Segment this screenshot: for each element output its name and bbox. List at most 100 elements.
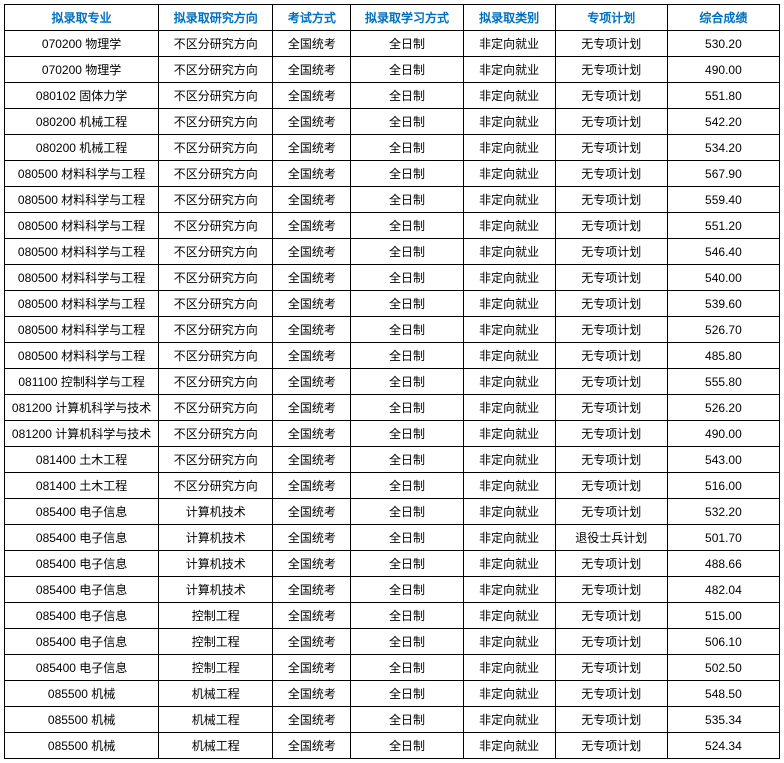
table-row: 085500 机械机械工程全国统考全日制非定向就业无专项计划535.34 [5,707,780,733]
cell-major: 080102 固体力学 [5,83,159,109]
cell-major: 080500 材料科学与工程 [5,343,159,369]
cell-major: 085400 电子信息 [5,629,159,655]
cell-plan: 无专项计划 [555,681,667,707]
cell-direction: 不区分研究方向 [159,395,273,421]
table-row: 085400 电子信息控制工程全国统考全日制非定向就业无专项计划515.00 [5,603,780,629]
cell-study: 全日制 [351,551,463,577]
cell-exam: 全国统考 [273,603,351,629]
cell-category: 非定向就业 [463,655,555,681]
cell-score: 526.70 [667,317,779,343]
cell-study: 全日制 [351,265,463,291]
cell-category: 非定向就业 [463,681,555,707]
cell-category: 非定向就业 [463,551,555,577]
cell-exam: 全国统考 [273,213,351,239]
table-row: 080500 材料科学与工程不区分研究方向全国统考全日制非定向就业无专项计划55… [5,187,780,213]
cell-exam: 全国统考 [273,655,351,681]
cell-study: 全日制 [351,317,463,343]
cell-score: 516.00 [667,473,779,499]
header-score: 综合成绩 [667,5,779,31]
cell-plan: 无专项计划 [555,447,667,473]
cell-direction: 机械工程 [159,681,273,707]
cell-category: 非定向就业 [463,265,555,291]
cell-plan: 无专项计划 [555,109,667,135]
cell-exam: 全国统考 [273,369,351,395]
cell-plan: 无专项计划 [555,31,667,57]
cell-study: 全日制 [351,343,463,369]
cell-direction: 不区分研究方向 [159,109,273,135]
cell-direction: 计算机技术 [159,577,273,603]
table-row: 080500 材料科学与工程不区分研究方向全国统考全日制非定向就业无专项计划53… [5,291,780,317]
table-row: 085400 电子信息计算机技术全国统考全日制非定向就业退役士兵计划501.70 [5,525,780,551]
table-row: 081100 控制科学与工程不区分研究方向全国统考全日制非定向就业无专项计划55… [5,369,780,395]
cell-exam: 全国统考 [273,629,351,655]
cell-plan: 退役士兵计划 [555,525,667,551]
cell-score: 502.50 [667,655,779,681]
cell-direction: 不区分研究方向 [159,421,273,447]
cell-category: 非定向就业 [463,603,555,629]
cell-exam: 全国统考 [273,291,351,317]
cell-major: 081400 土木工程 [5,447,159,473]
cell-major: 085500 机械 [5,707,159,733]
cell-score: 490.00 [667,421,779,447]
cell-study: 全日制 [351,83,463,109]
cell-category: 非定向就业 [463,161,555,187]
cell-direction: 不区分研究方向 [159,317,273,343]
cell-major: 080200 机械工程 [5,109,159,135]
cell-score: 543.00 [667,447,779,473]
cell-exam: 全国统考 [273,83,351,109]
table-row: 081400 土木工程不区分研究方向全国统考全日制非定向就业无专项计划543.0… [5,447,780,473]
cell-study: 全日制 [351,473,463,499]
cell-exam: 全国统考 [273,343,351,369]
cell-exam: 全国统考 [273,265,351,291]
cell-category: 非定向就业 [463,525,555,551]
cell-exam: 全国统考 [273,31,351,57]
cell-exam: 全国统考 [273,525,351,551]
cell-plan: 无专项计划 [555,603,667,629]
cell-direction: 不区分研究方向 [159,57,273,83]
cell-category: 非定向就业 [463,369,555,395]
cell-study: 全日制 [351,369,463,395]
cell-major: 080500 材料科学与工程 [5,265,159,291]
cell-exam: 全国统考 [273,473,351,499]
cell-score: 542.20 [667,109,779,135]
cell-exam: 全国统考 [273,187,351,213]
cell-study: 全日制 [351,109,463,135]
cell-direction: 不区分研究方向 [159,135,273,161]
cell-score: 501.70 [667,525,779,551]
cell-score: 551.80 [667,83,779,109]
cell-score: 539.60 [667,291,779,317]
cell-plan: 无专项计划 [555,291,667,317]
cell-major: 081200 计算机科学与技术 [5,395,159,421]
table-row: 085500 机械机械工程全国统考全日制非定向就业无专项计划548.50 [5,681,780,707]
cell-score: 490.00 [667,57,779,83]
cell-major: 080500 材料科学与工程 [5,213,159,239]
header-exam: 考试方式 [273,5,351,31]
cell-score: 488.66 [667,551,779,577]
cell-major: 085400 电子信息 [5,577,159,603]
cell-exam: 全国统考 [273,161,351,187]
table-row: 085400 电子信息控制工程全国统考全日制非定向就业无专项计划502.50 [5,655,780,681]
table-row: 085400 电子信息控制工程全国统考全日制非定向就业无专项计划506.10 [5,629,780,655]
table-row: 080500 材料科学与工程不区分研究方向全国统考全日制非定向就业无专项计划54… [5,239,780,265]
cell-score: 555.80 [667,369,779,395]
table-row: 080500 材料科学与工程不区分研究方向全国统考全日制非定向就业无专项计划54… [5,265,780,291]
cell-direction: 控制工程 [159,629,273,655]
cell-score: 530.20 [667,31,779,57]
header-category: 拟录取类别 [463,5,555,31]
cell-category: 非定向就业 [463,317,555,343]
cell-study: 全日制 [351,577,463,603]
cell-study: 全日制 [351,239,463,265]
cell-direction: 不区分研究方向 [159,343,273,369]
cell-study: 全日制 [351,603,463,629]
table-row: 085400 电子信息计算机技术全国统考全日制非定向就业无专项计划532.20 [5,499,780,525]
cell-score: 535.34 [667,707,779,733]
cell-study: 全日制 [351,213,463,239]
cell-study: 全日制 [351,395,463,421]
cell-major: 085400 电子信息 [5,551,159,577]
cell-major: 085400 电子信息 [5,603,159,629]
cell-plan: 无专项计划 [555,343,667,369]
cell-study: 全日制 [351,421,463,447]
cell-plan: 无专项计划 [555,57,667,83]
cell-major: 080500 材料科学与工程 [5,239,159,265]
cell-direction: 机械工程 [159,707,273,733]
